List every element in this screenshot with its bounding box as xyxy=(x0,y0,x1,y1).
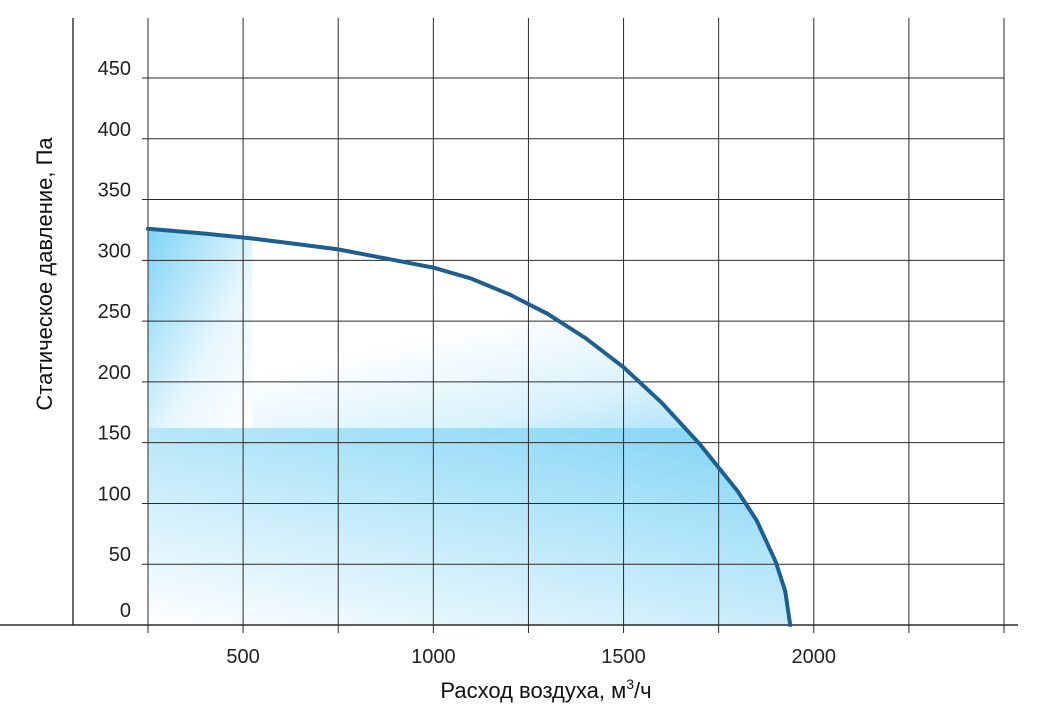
y-tick-label: 400 xyxy=(98,119,131,141)
y-tick-label: 0 xyxy=(120,600,131,622)
performance-curve xyxy=(146,226,793,627)
y-tick-labels: 0 50 100 150 200 250 300 350 400 450 xyxy=(98,58,131,622)
x-tick-labels: 500 1000 1500 2000 xyxy=(226,646,836,668)
y-tick-label: 250 xyxy=(98,301,131,323)
shaded-left-column xyxy=(148,228,253,429)
y-tick-label: 200 xyxy=(98,362,131,384)
y-tick-label: 100 xyxy=(98,483,131,505)
shaded-upper-sliver xyxy=(252,228,791,429)
x-axis-title-sup: 3 xyxy=(626,676,634,692)
operating-range-fill xyxy=(148,228,791,625)
y-tick-label: 350 xyxy=(98,180,131,202)
y-axis-title: Статическое давление, Па xyxy=(32,137,57,411)
y-tick-label: 150 xyxy=(98,423,131,445)
y-tick-label: 300 xyxy=(98,240,131,262)
grid xyxy=(142,18,1005,633)
x-axis-title-tail: /ч xyxy=(634,678,652,703)
shaded-lower-band xyxy=(148,428,791,625)
x-axis-title-main: Расход воздуха, м xyxy=(440,678,626,703)
x-tick-label: 1000 xyxy=(411,646,456,668)
axes xyxy=(0,18,1018,626)
x-tick-label: 1500 xyxy=(601,646,646,668)
y-tick-label: 50 xyxy=(109,544,131,566)
x-axis-title: Расход воздуха, м3/ч xyxy=(440,676,651,703)
x-tick-label: 500 xyxy=(226,646,259,668)
y-tick-label: 450 xyxy=(98,58,131,80)
plot-area: 0 50 100 150 200 250 300 350 400 450 500 1000 1500 2… xyxy=(0,18,1018,668)
x-tick-label: 2000 xyxy=(792,646,837,668)
